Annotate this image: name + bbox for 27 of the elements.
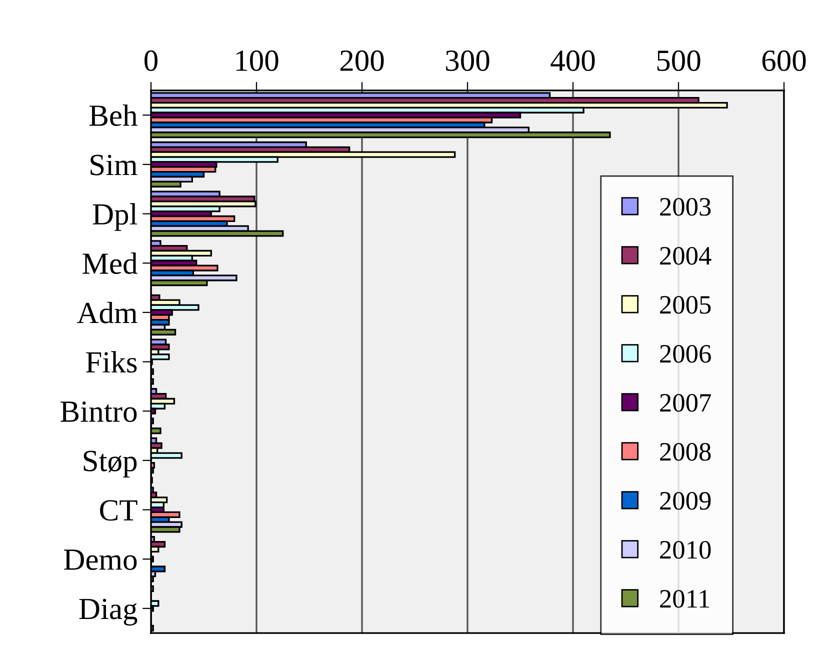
legend-label: 2010	[660, 540, 711, 559]
x-tick-label: 200	[340, 50, 384, 72]
y-tick-label: Beh	[89, 104, 138, 126]
y-tick-label: Bintro	[60, 401, 137, 422]
y-tick-label: Med	[82, 252, 138, 274]
y-tick-label: Støp	[84, 450, 137, 478]
x-tick-label: 600	[762, 50, 806, 72]
legend-label: 2003	[660, 198, 711, 216]
y-tick-label: Dpl	[92, 203, 138, 231]
x-tick-label: 100	[236, 50, 278, 72]
y-tick-label: Demo	[64, 550, 137, 570]
y-tick-label: CT	[100, 500, 138, 521]
legend-label: 2011	[660, 590, 710, 608]
legend-label: 2009	[660, 492, 711, 510]
y-tick-label: Adm	[76, 302, 138, 324]
y-tick-label: Fiks	[86, 351, 137, 373]
x-tick-label: 500	[657, 50, 700, 72]
x-tick-label: 300	[446, 50, 490, 72]
y-tick-label: Sim	[90, 154, 138, 176]
legend-label: 2008	[660, 442, 711, 461]
legend-label: 2005	[660, 296, 711, 314]
legend-label: 2006	[660, 344, 711, 363]
x-tick-label: 400	[550, 50, 595, 72]
y-tick-label: Diag	[79, 598, 138, 626]
x-tick-label: 0	[144, 50, 158, 72]
legend-label: 2007	[660, 394, 711, 412]
legend-label: 2004	[660, 246, 712, 265]
